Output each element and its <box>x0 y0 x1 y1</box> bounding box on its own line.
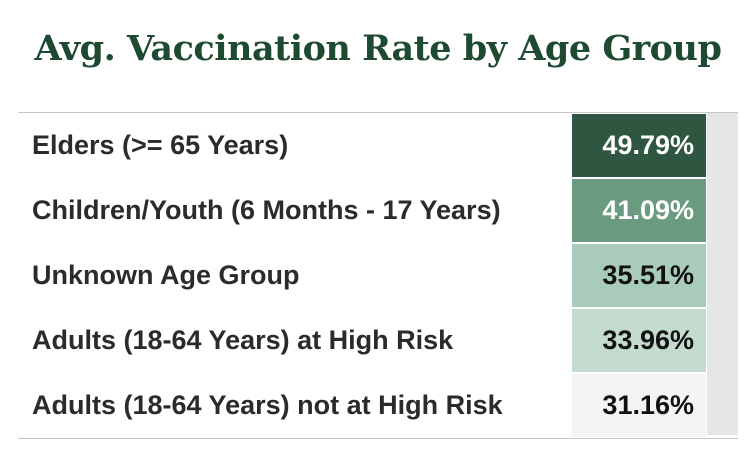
vertical-scrollbar[interactable] <box>707 113 738 435</box>
value-cell: 31.16% <box>572 374 706 437</box>
row-label: Unknown Age Group <box>32 260 300 290</box>
value-cell: 41.09% <box>572 179 706 242</box>
table-row: Unknown Age Group 35.51% <box>18 243 738 308</box>
row-label: Children/Youth (6 Months - 17 Years) <box>32 195 501 225</box>
row-label: Adults (18-64 Years) not at High Risk <box>32 390 503 420</box>
table-row: Adults (18-64 Years) not at High Risk 31.… <box>18 373 738 438</box>
table-row: Adults (18-64 Years) at High Risk 33.96% <box>18 308 738 373</box>
value-cell: 35.51% <box>572 244 706 307</box>
table-row: Children/Youth (6 Months - 17 Years) 41.0… <box>18 178 738 243</box>
chart-title: Avg. Vaccination Rate by Age Group <box>34 28 722 69</box>
value-cell: 49.79% <box>572 114 706 177</box>
table-row: Elders (>= 65 Years) 49.79% <box>18 113 738 178</box>
row-label: Adults (18-64 Years) at High Risk <box>32 325 454 355</box>
row-label: Elders (>= 65 Years) <box>32 130 289 160</box>
data-table: Elders (>= 65 Years) 49.79% Children/Youth… <box>18 112 738 439</box>
value-cell: 33.96% <box>572 309 706 372</box>
